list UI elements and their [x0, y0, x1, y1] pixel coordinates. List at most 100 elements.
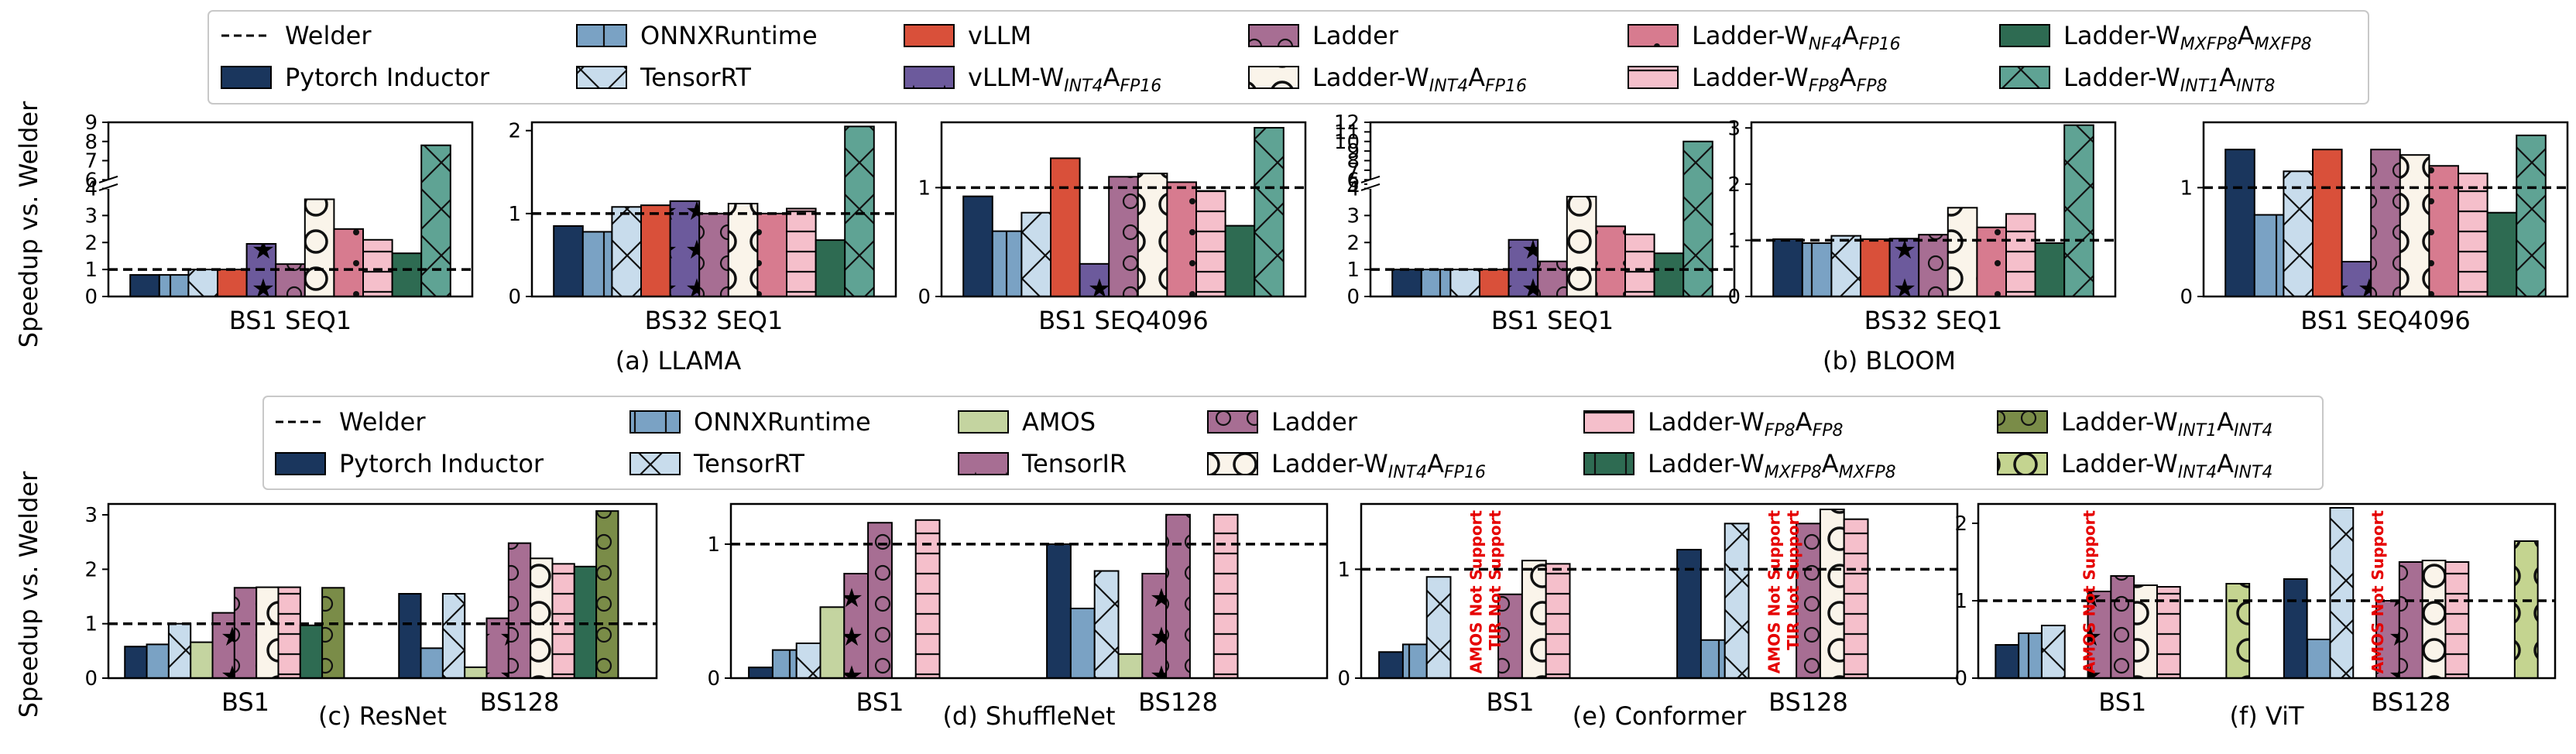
y-tick-label: 0: [508, 286, 521, 309]
bot-legend-item: TensorRT: [629, 449, 804, 478]
chart-panel: BS32 SEQ1 0 1 2 3: [1727, 117, 2117, 335]
panel-caption: (e) Conformer: [1573, 701, 1747, 731]
y-tick-label: 1: [1727, 229, 1741, 252]
y-tick-label: 8: [84, 131, 98, 154]
bar: [2018, 632, 2043, 679]
bar: [819, 606, 846, 679]
bar: [2444, 561, 2470, 679]
bar: [1401, 643, 1428, 679]
top-legend-item: vLLM: [904, 21, 1031, 50]
plot-frame: [530, 121, 897, 298]
bar: [1050, 157, 1081, 297]
bar: [167, 622, 192, 679]
y-tick-label: 2: [1727, 173, 1741, 197]
legend-label: Pytorch Inductor: [339, 449, 544, 478]
bot-legend-item: AMOS: [958, 407, 1096, 437]
bar: [398, 593, 422, 679]
bar: [304, 198, 335, 298]
top-legend-item: Ladder: [1248, 21, 1399, 50]
axis-break: [105, 179, 113, 189]
x-tick-label: BS1: [1486, 687, 1534, 717]
plot-frame: [1369, 121, 1736, 298]
bar: [1918, 234, 1949, 297]
bar: [1843, 518, 1869, 679]
bar: [1521, 560, 1547, 679]
legend-label: TensorRT: [640, 63, 751, 92]
y-tick-label: 2: [1346, 231, 1360, 255]
bar: [190, 641, 214, 679]
chart-panel: BS1 BS128 0 1 2 AMOS Not Support AMOS Not Supp…: [1954, 502, 2557, 731]
bar: [581, 231, 613, 297]
legend-swatch: [1997, 410, 2048, 434]
x-tick-label: BS1: [221, 687, 269, 717]
y-tick-label: 6: [1346, 169, 1360, 192]
top-legend-item: Pytorch Inductor: [221, 63, 490, 92]
panel-caption: (f) ViT: [2229, 701, 2303, 731]
bar: [844, 125, 875, 297]
legend-swatch: [576, 66, 627, 89]
bar: [1020, 211, 1052, 297]
bar: [1137, 173, 1168, 297]
bar: [2253, 214, 2285, 297]
legend-label: ONNXRuntime: [694, 407, 871, 437]
bar: [2306, 639, 2331, 679]
axis-break-mark: [1360, 175, 1381, 191]
not-support-annotation: AMOS Not Support: [1765, 510, 1784, 674]
bar: [1449, 269, 1481, 297]
bar: [233, 587, 258, 679]
y-tick-label: 0: [707, 667, 720, 691]
bar: [1069, 608, 1096, 679]
legend-swatch: [1997, 452, 2048, 475]
bar: [1079, 262, 1110, 297]
legend-swatch: [1999, 24, 2050, 47]
bar: [1653, 252, 1685, 298]
legend-bottom-frame: [262, 396, 2324, 490]
legend-label: Ladder-WFP8AFP8: [1692, 63, 1887, 96]
y-tick-label: 3: [1346, 204, 1360, 228]
legend-label: Pytorch Inductor: [285, 63, 490, 92]
bar: [2283, 578, 2308, 679]
plot-frame: [1360, 502, 1959, 680]
y-tick-label: 0: [918, 286, 931, 309]
panel-caption: (c) ResNet: [318, 701, 447, 731]
bar: [158, 274, 190, 298]
bar: [420, 647, 444, 679]
y-tick-label: 1: [1954, 590, 1967, 613]
bar: [391, 252, 423, 298]
bar: [146, 643, 170, 679]
bar: [2224, 149, 2255, 297]
top-ylabel: Speedup vs. Welder: [14, 101, 43, 348]
x-tick-label: BS1 SEQ1: [1491, 306, 1614, 335]
legend-swatch: [221, 66, 272, 89]
x-tick-label: BS128: [2371, 687, 2451, 717]
bar: [2428, 165, 2459, 297]
caption-bloom: (b) BLOOM: [1823, 346, 1956, 375]
bar: [1108, 176, 1139, 297]
bar: [786, 207, 817, 297]
legend-swatch: [576, 24, 627, 47]
plot-frame: [2202, 121, 2569, 298]
legend-swatch: [275, 452, 326, 475]
bar: [795, 643, 822, 679]
not-support-annotation: AMOS Not Support: [2080, 510, 2098, 674]
legend-swatch: [1248, 66, 1299, 89]
bar: [1117, 653, 1144, 679]
chart-panel: BS1 BS128 0 1 2 3 (c) ResNet: [84, 502, 658, 731]
bar: [669, 200, 701, 297]
bar: [1566, 195, 1597, 297]
legend-top-items: Welder Pytorch Inductor ONNXRuntime TensorR…: [221, 21, 2312, 96]
bot-legend-item: Ladder-WFP8AFP8: [1583, 407, 1843, 440]
legend-label: Ladder: [1271, 407, 1358, 437]
bar: [1093, 570, 1120, 679]
bar: [1378, 651, 1404, 679]
x-tick-label: BS128: [480, 687, 560, 717]
bar: [727, 203, 759, 297]
chart-panel: BS1 SEQ4096 0 1: [918, 121, 1307, 335]
legend-bottom: Welder Pytorch Inductor ONNXRuntime TensorR…: [262, 396, 2324, 490]
legend-swatch: [1248, 24, 1299, 47]
x-tick-label: BS128: [1138, 687, 1218, 717]
x-tick-label: BS128: [1768, 687, 1848, 717]
bar: [551, 563, 575, 679]
bar: [1595, 225, 1626, 298]
